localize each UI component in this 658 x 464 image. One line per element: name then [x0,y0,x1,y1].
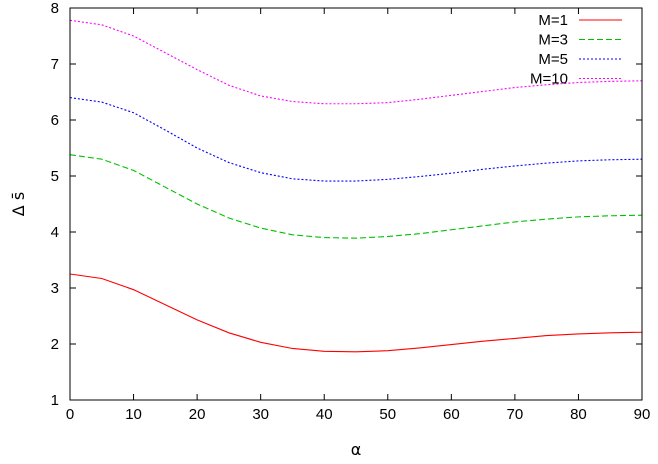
series-line-2 [69,154,643,239]
legend-label-3: M=5 [538,51,568,68]
legend-label-4: M=10 [530,71,568,88]
x-tick-label: 10 [125,406,142,423]
y-tick-label: 8 [51,0,59,17]
y-tick-label: 7 [51,56,59,73]
x-tick-label: 80 [570,406,587,423]
y-tick-label: 1 [51,392,59,409]
axes: 0 10 20 30 40 50 60 70 80 90 1 2 3 4 5 6 7 8 [51,0,651,423]
x-tick-label: 70 [507,406,524,423]
x-tick-label: 90 [634,406,651,423]
legend: M=1 M=3 M=5 M=10 [530,12,622,88]
legend-label-2: M=3 [538,32,568,49]
y-tick-label: 2 [51,336,59,353]
y-tick-label: 4 [51,224,59,241]
plot-area [69,19,643,353]
plot-frame [69,7,643,401]
y-tick-label: 5 [51,168,59,185]
x-tick-label: 60 [443,406,460,423]
x-axis-label: α [351,440,362,459]
legend-label-1: M=1 [538,12,568,29]
series-line-3 [69,97,643,182]
series-line-1 [69,273,643,353]
x-tick-label: 20 [189,406,206,423]
series-line-4 [69,19,643,105]
x-tick-label: 0 [66,406,74,423]
y-tick-label: 6 [51,112,59,129]
x-tick-label: 40 [316,406,333,423]
x-tick-label: 30 [252,406,269,423]
y-tick-label: 3 [51,280,59,297]
x-tick-label: 50 [379,406,396,423]
y-axis-label: Δ s̄ [9,192,28,216]
